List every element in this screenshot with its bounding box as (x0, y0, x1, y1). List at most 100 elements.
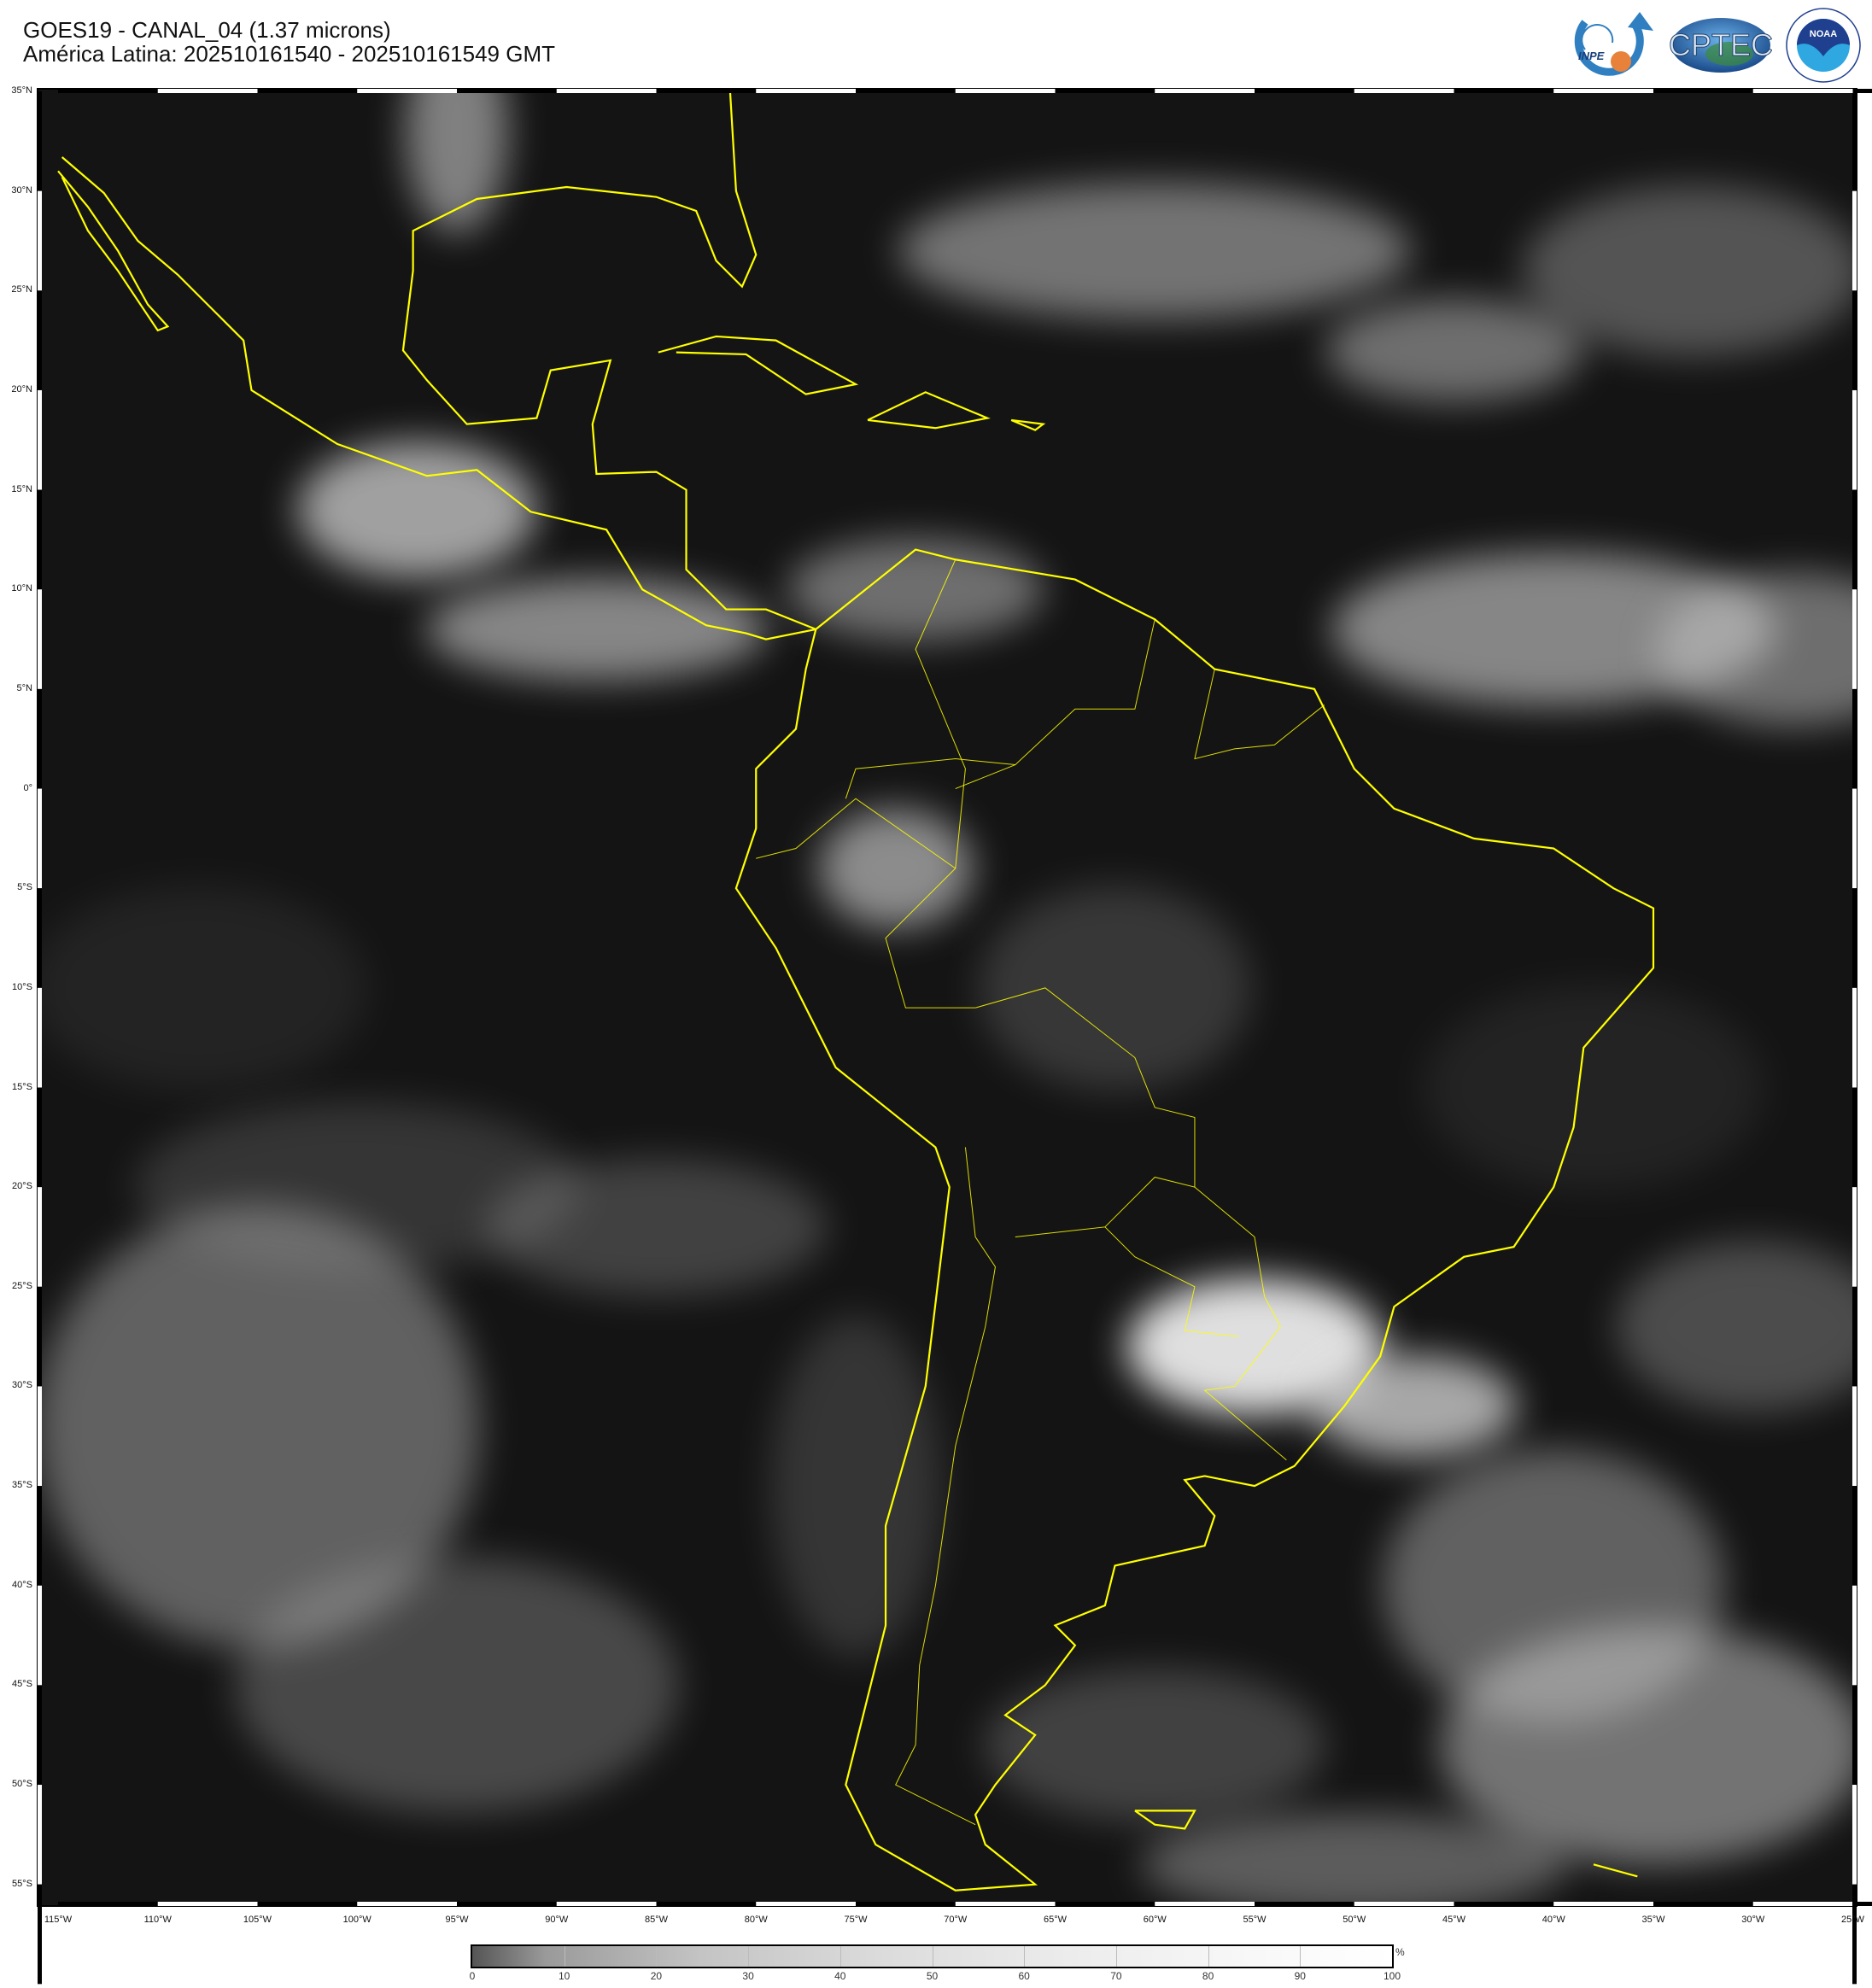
lon-label: 35°W (1641, 1915, 1665, 1925)
cloud-area (1325, 299, 1582, 402)
frame-tick-bar (38, 1785, 42, 1885)
cloud-area (425, 577, 768, 681)
frame-tick-bar (1155, 89, 1255, 93)
cloud-area (38, 885, 369, 1090)
cloud-area (984, 1668, 1326, 1822)
frame-tick-bar (38, 888, 42, 988)
lon-label: 40°W (1541, 1915, 1565, 1925)
frame-tick-bar (656, 1902, 757, 1906)
colorbar-label: 30 (742, 1970, 754, 1982)
frame-tick-bar (257, 89, 358, 93)
colorbar (471, 1944, 1394, 1968)
frame-tick-bar (1752, 89, 1853, 93)
image-layer (38, 89, 1857, 1906)
lon-label: 90°W (545, 1915, 569, 1925)
frame-tick-bar (1852, 1785, 1857, 1885)
frame-tick-bar (38, 688, 42, 789)
colorbar-label: 80 (1202, 1970, 1214, 1982)
frame-tick-bar (1852, 389, 1857, 490)
cloud-area (1616, 1241, 1857, 1412)
frame-tick-bar (38, 1884, 42, 1985)
frame-tick-bar (955, 89, 1056, 93)
country-border (895, 1147, 996, 1826)
cloud-area (406, 89, 508, 234)
colorbar-tick (656, 1946, 658, 1967)
frame-tick-bar (1852, 1087, 1857, 1188)
frame-tick-bar (38, 290, 42, 390)
frame-tick-bar (1354, 89, 1454, 93)
chart-title: GOES19 - CANAL_04 (1.37 microns) (23, 17, 391, 43)
frame-tick-bar (1852, 589, 1857, 689)
coastline (401, 91, 816, 630)
frame-tick-bar (1852, 1884, 1857, 1985)
country-border (756, 798, 956, 869)
cloud-area (818, 808, 973, 928)
cloud-area (235, 1557, 679, 1814)
coastline (867, 391, 991, 430)
frame-tick-bar (257, 1902, 358, 1906)
cloud-area (1140, 1813, 1568, 1906)
lon-label: 75°W (844, 1915, 868, 1925)
frame-tick-bar (38, 489, 42, 590)
frame-tick-bar (1852, 1286, 1857, 1387)
frame-tick-bar (38, 1187, 42, 1287)
frame-tick-bar (58, 1902, 158, 1906)
frame-tick-bar (1852, 688, 1857, 789)
lon-label: 65°W (1043, 1915, 1068, 1925)
frame-tick-bar (756, 89, 856, 93)
lat-label: 25°S (12, 1280, 32, 1291)
frame-tick-bar (457, 89, 557, 93)
lat-label: 50°S (12, 1779, 32, 1790)
frame-tick-bar (1653, 89, 1753, 93)
frame-tick-bar (1752, 1902, 1853, 1906)
lat-label: 5°N (16, 682, 32, 693)
frame-tick-bar (157, 1902, 258, 1906)
frame-tick-bar (38, 987, 42, 1088)
lat-label: 10°N (11, 583, 32, 594)
lon-label: 50°W (1343, 1915, 1366, 1925)
cloud-area (1311, 1354, 1517, 1458)
colorbar-tick (1115, 1946, 1117, 1967)
frame-tick-bar (1653, 1902, 1753, 1906)
frame-tick-bar (38, 91, 42, 191)
colorbar-label: 60 (1018, 1970, 1030, 1982)
coastline (734, 548, 1655, 1892)
frame-tick-bar (556, 1902, 657, 1906)
svg-text:CPTEC: CPTEC (1670, 27, 1772, 62)
frame-tick-bar (1852, 1685, 1857, 1786)
frame-tick-bar (38, 1685, 42, 1786)
lat-label: 35°S (12, 1480, 32, 1491)
frame-tick-bar (1553, 89, 1653, 93)
frame-tick-bar (1852, 888, 1857, 988)
lat-label: 20°N (11, 383, 32, 395)
colorbar-label: 70 (1110, 1970, 1122, 1982)
frame-tick-bar (856, 89, 956, 93)
noaa-logo: NOAA (1786, 8, 1861, 83)
frame-tick-bar (38, 1386, 42, 1487)
lon-label: 70°W (944, 1915, 968, 1925)
inpe-logo: INPE (1574, 12, 1653, 76)
frame-tick-bar (1852, 89, 1872, 93)
frame-tick-bar (38, 788, 42, 889)
frame-tick-bar (1255, 89, 1354, 93)
coastline (1134, 1810, 1196, 1830)
lon-label: 55°W (1243, 1915, 1267, 1925)
frame-tick-bar (157, 89, 258, 93)
frame-tick-bar (1255, 1902, 1354, 1906)
country-border (955, 619, 1155, 790)
cloud-area (978, 885, 1252, 1090)
colorbar-tick (1024, 1946, 1026, 1967)
frame-tick-bar (1852, 1187, 1857, 1287)
lat-label: 15°N (11, 483, 32, 494)
lon-label: 100°W (342, 1915, 371, 1925)
cloud-area (1656, 572, 1857, 727)
cptec-logo: CPTEC (1670, 18, 1772, 73)
frame-tick-bar (1852, 1585, 1857, 1686)
coastline (658, 335, 859, 395)
lat-label: 10°S (12, 981, 32, 992)
frame-tick-bar (38, 1585, 42, 1686)
frame-tick-bar (1852, 91, 1857, 191)
frame-tick-bar (1852, 489, 1857, 590)
frame-tick-bar (1055, 89, 1155, 93)
